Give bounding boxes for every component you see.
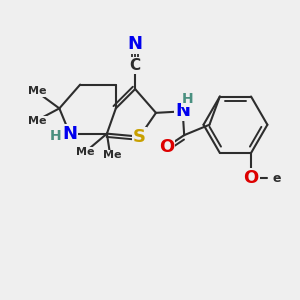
Text: Me: Me — [103, 150, 122, 160]
Text: N: N — [175, 102, 190, 120]
Text: S: S — [133, 128, 146, 146]
Text: O: O — [243, 169, 259, 187]
Text: H: H — [181, 92, 193, 106]
Text: H: H — [50, 129, 61, 143]
Text: e: e — [272, 172, 281, 185]
Text: Me: Me — [76, 147, 94, 158]
Text: Me: Me — [28, 116, 46, 126]
Text: O: O — [159, 138, 174, 156]
Text: N: N — [128, 35, 142, 53]
Text: Me: Me — [28, 86, 46, 96]
Text: C: C — [130, 58, 141, 73]
Text: N: N — [62, 125, 77, 143]
